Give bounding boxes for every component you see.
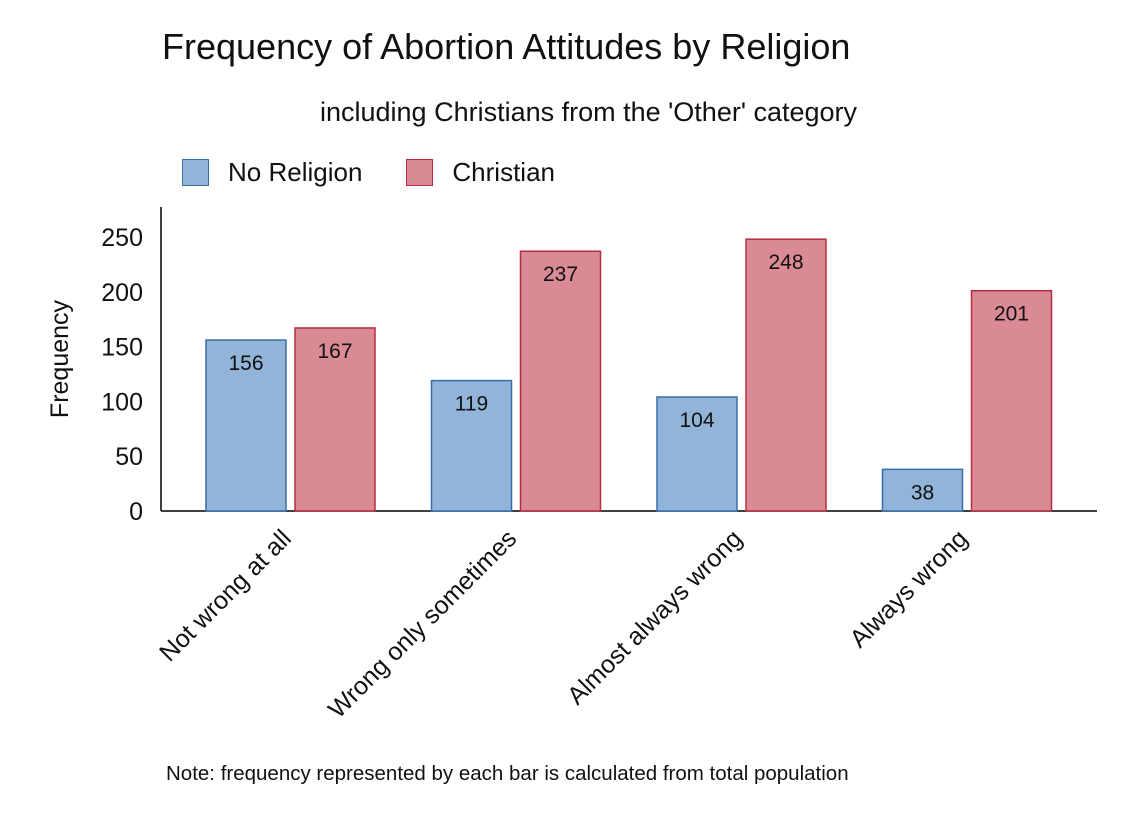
legend-swatch-christian [406, 158, 434, 186]
bar [881, 468, 964, 512]
bar [656, 396, 738, 512]
chart-subtitle: including Christians from the 'Other' ca… [320, 97, 858, 127]
bar [430, 379, 513, 512]
bar-value-label: 156 [228, 352, 263, 375]
legend-swatch-no-religion [182, 158, 209, 186]
x-tick-label: Wrong only sometimes [323, 524, 522, 723]
legend-label-no-religion: No Religion [228, 156, 363, 187]
bars: 156 167 119 237 104 248 38 201 [205, 238, 1053, 512]
y-tick-label: 50 [115, 443, 143, 471]
legend-item-christian: Christian [406, 157, 555, 188]
bar [970, 289, 1053, 512]
y-ticks: 0 50 100 150 200 250 [101, 224, 143, 526]
bar [205, 339, 287, 512]
chart-title: Frequency of Abortion Attitudes by Relig… [162, 26, 851, 67]
bar-value-label: 104 [679, 409, 714, 432]
bar-value-label: 119 [455, 393, 488, 416]
x-tick-label: Not wrong at all [154, 524, 297, 667]
y-tick-label: 250 [101, 224, 143, 252]
y-axis-label: Frequency [46, 299, 74, 418]
x-tick-label: Always wrong [844, 524, 973, 653]
bar [745, 238, 827, 512]
chart-note: Note: frequency represented by each bar … [166, 762, 849, 785]
y-tick-label: 100 [101, 388, 143, 416]
bar [519, 250, 602, 512]
bar-value-label: 237 [543, 263, 578, 286]
legend-label-christian: Christian [452, 156, 555, 187]
y-tick-label: 150 [101, 334, 143, 362]
bar-value-label: 201 [994, 303, 1029, 326]
legend-item-no-religion: No Religion [182, 157, 362, 188]
x-tick-labels: Not wrong at all Wrong only sometimes Almo… [154, 524, 973, 723]
x-tick-label: Almost always wrong [562, 524, 748, 710]
bar-value-label: 167 [317, 340, 352, 363]
bar-value-label: 38 [911, 481, 934, 504]
bar-value-label: 248 [768, 251, 803, 274]
legend: No Religion Christian [182, 155, 599, 189]
y-tick-label: 200 [101, 279, 143, 307]
bar [294, 327, 376, 512]
y-tick-label: 0 [129, 498, 143, 526]
